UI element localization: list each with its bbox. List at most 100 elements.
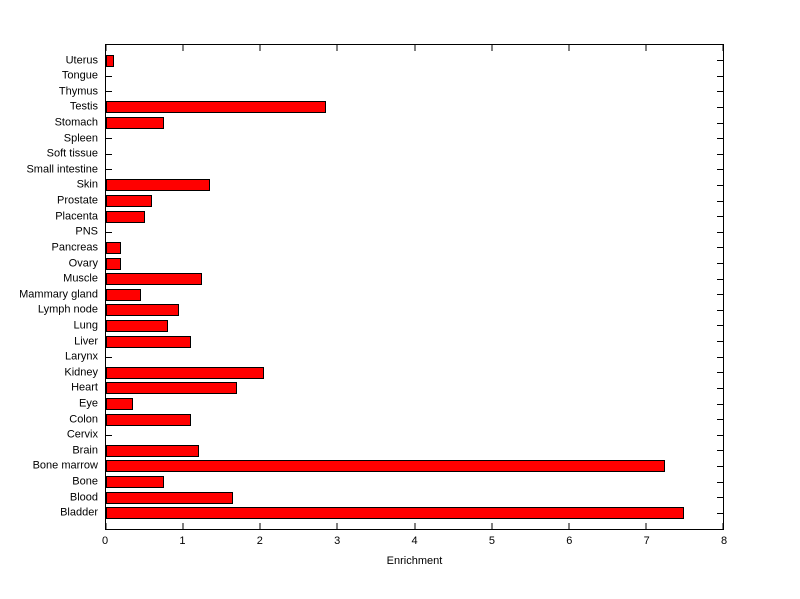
bar <box>106 413 191 426</box>
x-tick-label: 7 <box>643 535 650 547</box>
bar <box>106 273 203 286</box>
y-category-label: Placenta <box>55 210 98 223</box>
y-tick-right <box>717 419 723 421</box>
x-tick-label: 2 <box>256 535 263 547</box>
y-category-label: Spleen <box>63 132 98 145</box>
y-category-label: Cervix <box>66 428 98 441</box>
y-tick-right <box>717 497 723 499</box>
y-tick-right <box>717 231 723 233</box>
y-tick-right <box>717 356 723 358</box>
x-tick-bottom <box>645 523 647 529</box>
y-tick-left <box>106 434 112 436</box>
x-tick-top <box>645 45 647 51</box>
bar <box>106 54 114 67</box>
bar-row: Stomach <box>55 115 723 131</box>
y-tick-right <box>717 372 723 374</box>
x-tick-bottom <box>722 523 724 529</box>
x-tick-top <box>105 45 107 51</box>
y-category-label: Lung <box>73 319 98 332</box>
bar-row: Brain <box>72 443 723 459</box>
y-tick-right <box>717 138 723 140</box>
y-tick-right <box>717 434 723 436</box>
y-category-label: Blood <box>69 491 98 504</box>
y-category-label: Heart <box>71 381 98 394</box>
bar-row: Prostate <box>57 193 723 209</box>
y-category-label: Eye <box>79 397 98 410</box>
y-tick-right <box>717 75 723 77</box>
bar <box>106 476 164 489</box>
bar <box>106 491 234 504</box>
y-category-label: Soft tissue <box>46 147 98 160</box>
bar <box>106 179 211 192</box>
bar-row: Pancreas <box>52 240 723 256</box>
bar-row: Cervix <box>67 427 723 443</box>
y-tick-right <box>717 465 723 467</box>
bar-row: Mammary gland <box>19 287 723 303</box>
x-tick-label: 4 <box>411 535 418 547</box>
bar-row: Small intestine <box>26 162 723 178</box>
y-tick-left <box>106 138 112 140</box>
x-tick-top <box>414 45 415 51</box>
y-tick-right <box>717 153 723 155</box>
y-tick-right <box>717 341 723 343</box>
bar <box>106 241 122 254</box>
bar <box>106 257 122 270</box>
x-tick-top <box>491 45 493 51</box>
x-tick-bottom <box>182 523 184 529</box>
x-tick-label: 0 <box>101 535 109 547</box>
bar-row: Eye <box>79 396 723 412</box>
y-tick-left <box>106 231 112 233</box>
y-category-label: Lymph node <box>37 303 98 316</box>
bar <box>106 398 133 410</box>
bar-row: Bladder <box>60 505 723 521</box>
bar-row: Uterus <box>66 53 723 69</box>
y-category-label: Bladder <box>60 506 98 519</box>
x-tick-top <box>568 45 570 51</box>
y-category-label: Uterus <box>65 54 98 67</box>
y-category-label: Tongue <box>61 69 98 82</box>
y-category-label: Small intestine <box>26 163 98 176</box>
y-tick-left <box>106 91 112 93</box>
x-tick-label: 5 <box>488 535 495 547</box>
bar <box>106 101 326 114</box>
y-tick-right <box>717 387 723 389</box>
y-category-label: Liver <box>74 335 98 348</box>
bar <box>106 117 164 130</box>
y-tick-right <box>717 403 723 405</box>
bar <box>106 366 265 379</box>
bar-row: Placenta <box>55 209 723 225</box>
x-tick-bottom <box>259 523 261 529</box>
y-tick-right <box>717 278 723 280</box>
y-tick-right <box>717 512 723 514</box>
bar-row: PNS <box>75 225 723 241</box>
bar <box>106 382 238 395</box>
plot-area: Uterus Tongue Thymus Testis Stomach Spleen Sof… <box>19 44 724 530</box>
bar <box>106 288 141 301</box>
bar-rows: Uterus Tongue Thymus Testis Stomach Spleen Sof… <box>19 45 723 529</box>
y-tick-right <box>717 325 723 327</box>
y-category-label: Mammary gland <box>19 288 98 301</box>
bar <box>106 319 168 332</box>
y-category-label: Thymus <box>58 85 98 98</box>
y-category-label: Colon <box>69 413 98 426</box>
y-tick-left <box>106 153 112 155</box>
y-tick-right <box>717 263 723 265</box>
bar-row: Ovary <box>69 256 723 272</box>
x-tick-label: 6 <box>566 535 573 547</box>
bar-row: Lymph node <box>38 303 723 319</box>
y-category-label: Testis <box>69 100 98 113</box>
y-category-label: Kidney <box>64 366 98 379</box>
bar-row: Blood <box>70 490 723 506</box>
y-tick-right <box>717 481 723 483</box>
y-tick-left <box>106 75 112 77</box>
bar-row: Bone <box>72 474 723 490</box>
y-category-label: Pancreas <box>51 241 98 254</box>
bar-row: Colon <box>69 412 723 428</box>
x-tick-label: 1 <box>179 535 186 547</box>
bar-row: Testis <box>70 100 723 116</box>
x-tick-top <box>259 45 261 51</box>
x-tick-label: 3 <box>334 535 341 547</box>
x-tick-top <box>182 45 184 51</box>
y-tick-right <box>717 169 723 171</box>
x-axis-tick-labels: 0 1 2 3 4 5 6 7 8 <box>101 535 727 550</box>
